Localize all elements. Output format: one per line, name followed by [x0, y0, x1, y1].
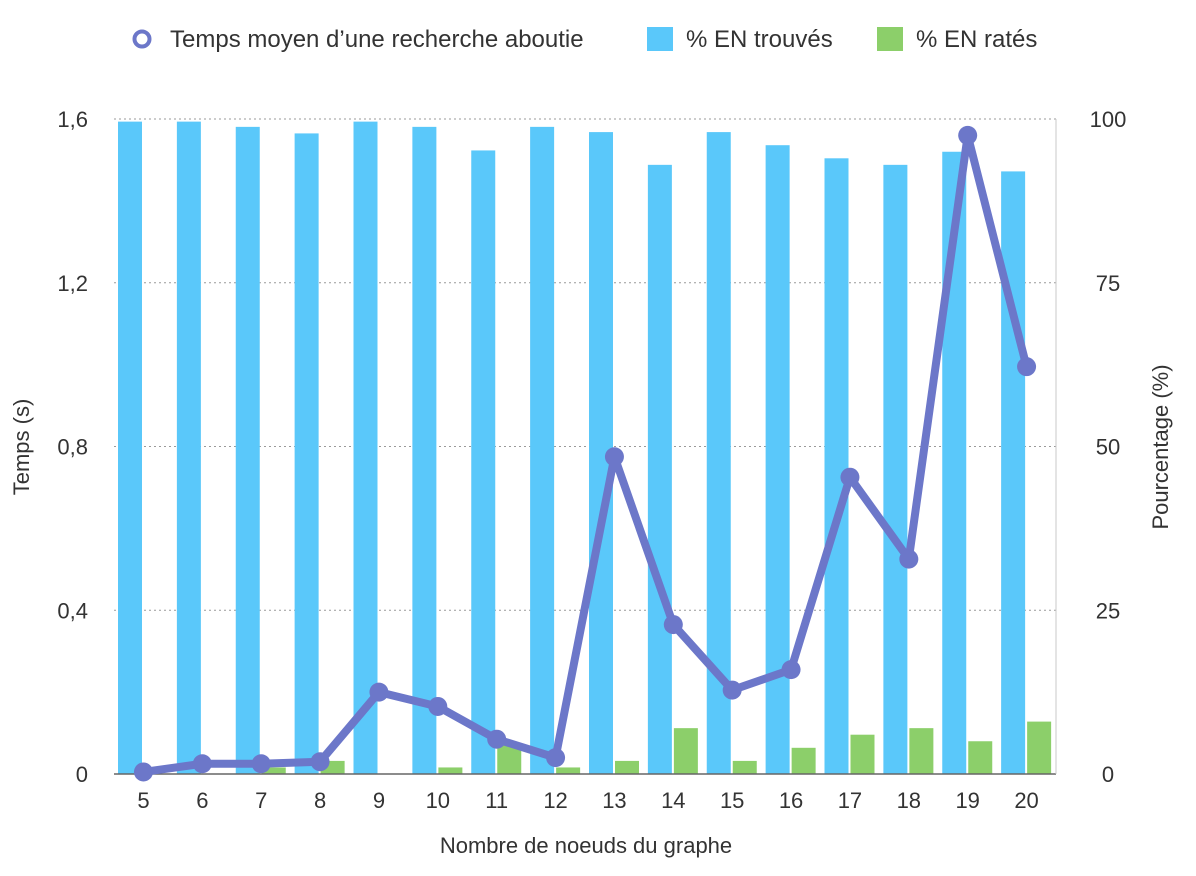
point-temps-10 [428, 696, 448, 716]
line-temps [139, 131, 1031, 776]
right-tick-4: 100 [1090, 107, 1127, 132]
line-series [133, 125, 1037, 782]
x-axis-title: Nombre de noeuds du graphe [440, 833, 732, 858]
left-tick-4: 1,6 [57, 107, 88, 132]
bar-rates-17 [850, 734, 875, 774]
x-tick-13: 13 [602, 788, 626, 813]
legend-swatch-rates [877, 27, 903, 51]
bar-trouves-10 [412, 126, 437, 775]
x-tick-16: 16 [779, 788, 803, 813]
x-tick-14: 14 [661, 788, 685, 813]
x-tick-11: 11 [485, 788, 508, 813]
bar-rates-12 [556, 767, 581, 774]
point-temps-8 [310, 752, 330, 772]
left-tick-0: 0 [76, 762, 88, 787]
bar-trouves-14 [647, 164, 672, 775]
right-tick-1: 25 [1096, 598, 1120, 623]
bar-rates-10 [438, 767, 463, 774]
bar-rates-13 [615, 760, 639, 774]
point-temps-19 [958, 125, 978, 145]
axes [114, 119, 1057, 775]
x-tick-8: 8 [314, 788, 326, 813]
point-temps-16 [781, 660, 801, 680]
bar-trouves-6 [176, 121, 201, 775]
point-temps-14 [663, 615, 683, 635]
legend-item-rates: % EN ratés [877, 26, 1037, 53]
point-temps-9 [369, 682, 389, 702]
point-temps-7 [251, 754, 271, 774]
bar-rates-20 [1027, 721, 1052, 774]
x-tick-15: 15 [720, 788, 744, 813]
bar-trouves-9 [353, 121, 378, 775]
point-temps-18 [899, 549, 919, 569]
left-axis-title: Temps (s) [9, 399, 34, 496]
x-tick-6: 6 [196, 788, 208, 813]
bar-trouves-8 [294, 133, 319, 774]
bar-trouves-12 [530, 126, 555, 775]
bars [118, 121, 1052, 775]
point-temps-5 [133, 762, 153, 782]
right-tick-0: 0 [1102, 762, 1114, 787]
x-tick-7: 7 [255, 788, 267, 813]
legend-label-trouves: % EN trouvés [686, 26, 833, 53]
legend: Temps moyen d’une recherche aboutie % EN… [132, 26, 1037, 53]
left-tick-2: 0,8 [57, 435, 88, 460]
x-tick-5: 5 [137, 788, 149, 813]
x-tick-9: 9 [373, 788, 385, 813]
legend-swatch-trouves [647, 27, 673, 51]
legend-label-temps: Temps moyen d’une recherche aboutie [170, 26, 584, 53]
point-temps-15 [722, 680, 742, 700]
point-temps-17 [840, 467, 860, 487]
bar-rates-16 [791, 747, 816, 774]
right-axis-title: Pourcentage (%) [1148, 364, 1173, 529]
left-tick-3: 1,2 [57, 271, 88, 296]
x-tick-17: 17 [838, 788, 862, 813]
legend-marker-temps [132, 29, 152, 49]
x-tick-12: 12 [543, 788, 567, 813]
x-tick-20: 20 [1014, 788, 1038, 813]
x-tick-19: 19 [955, 788, 979, 813]
right-tick-2: 50 [1096, 435, 1120, 460]
bar-rates-19 [968, 741, 993, 774]
bar-rates-7 [261, 767, 286, 774]
bar-trouves-7 [235, 126, 260, 775]
right-axis-ticks: 0 25 50 75 100 [1090, 107, 1127, 787]
bar-trouves-11 [471, 150, 496, 774]
right-tick-3: 75 [1096, 271, 1120, 296]
bar-trouves-20 [1001, 171, 1026, 774]
x-tick-18: 18 [897, 788, 921, 813]
legend-item-temps: Temps moyen d’une recherche aboutie [132, 26, 584, 53]
point-temps-6 [192, 754, 212, 774]
x-axis-ticks: 5 6 7 8 9 10 11 12 13 14 15 16 17 18 19 20 [137, 788, 1038, 813]
left-tick-1: 0,4 [57, 598, 88, 623]
bar-rates-14 [673, 728, 698, 774]
bar-trouves-17 [824, 158, 849, 775]
point-temps-20 [1017, 357, 1037, 377]
bar-trouves-5 [118, 121, 142, 775]
point-temps-13 [604, 447, 624, 467]
point-temps-12 [546, 748, 566, 768]
bar-rates-18 [909, 728, 934, 774]
legend-label-rates: % EN ratés [916, 26, 1037, 53]
legend-item-trouves: % EN trouvés [647, 26, 833, 53]
point-temps-11 [487, 729, 507, 749]
x-tick-10: 10 [426, 788, 450, 813]
bar-trouves-18 [883, 164, 908, 775]
bar-rates-15 [732, 760, 757, 774]
left-axis-ticks: 0 0,4 0,8 1,2 1,6 [57, 107, 88, 787]
